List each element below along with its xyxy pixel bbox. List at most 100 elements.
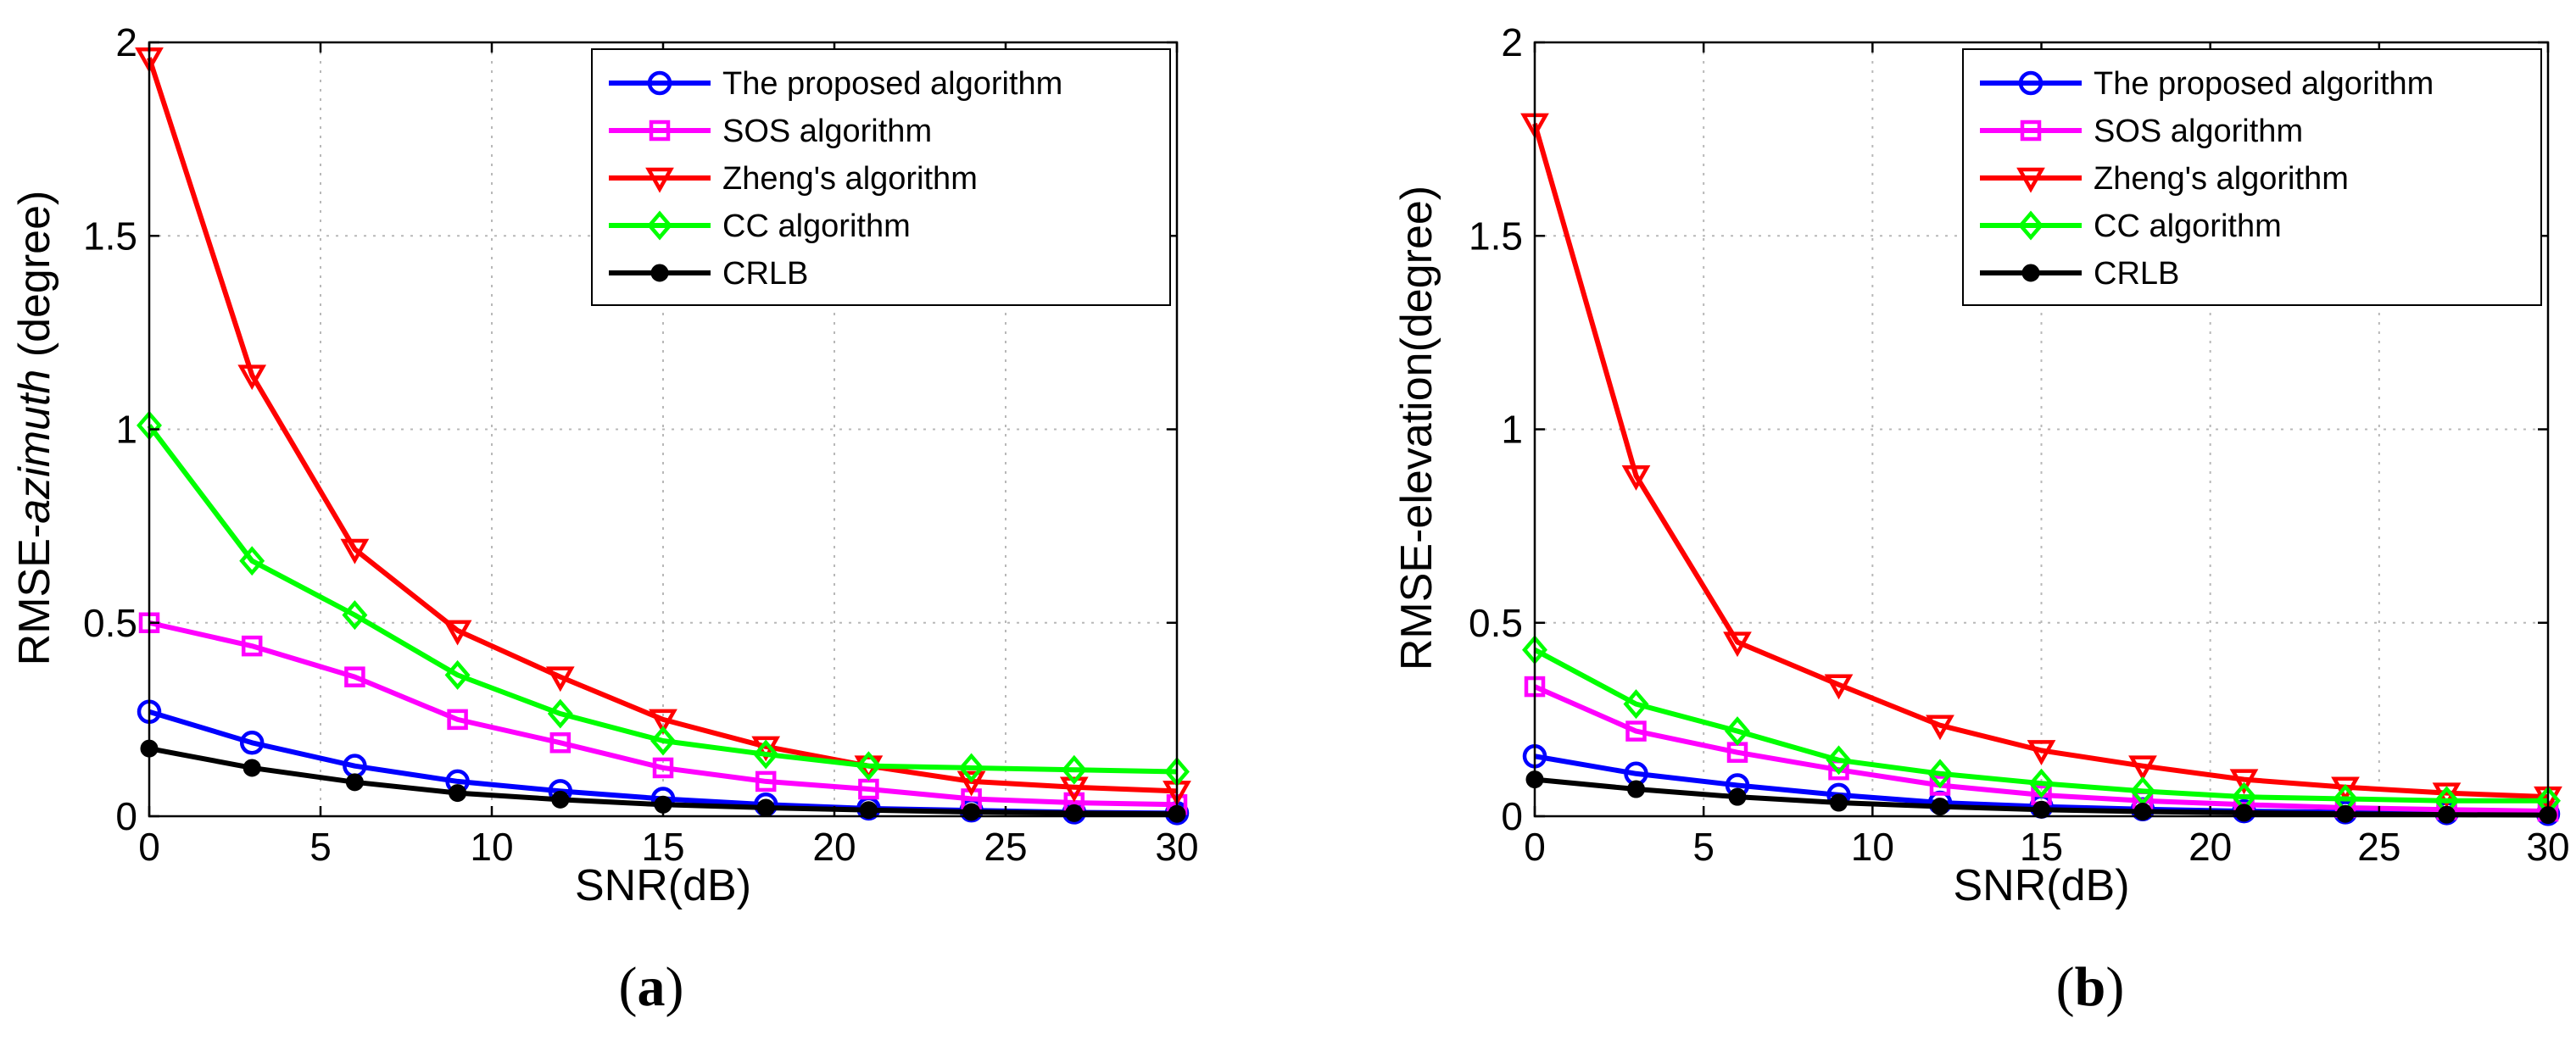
y-axis-label-part: (degree) (10, 191, 59, 370)
legend-swatch-marker (2018, 210, 2044, 241)
y-tick-label: 0 (115, 794, 137, 838)
data-point (1929, 775, 1951, 796)
data-point (1065, 804, 1084, 822)
data-point (241, 635, 263, 657)
legend-entry: SOS algorithm (609, 114, 932, 149)
chart-panel-b: 0 5 10 15 20 25 30 0 0.5 1 1.5 2 SNR(dB) RMSE-elevati… (1392, 20, 2570, 1018)
data-point (962, 803, 981, 821)
panel-caption-part: ) (666, 956, 684, 1018)
data-point (859, 801, 878, 820)
y-tick-label: 2 (1501, 20, 1523, 64)
y-tick-label: 2 (115, 20, 137, 64)
data-point (345, 773, 364, 792)
y-axis-label-part: RMSE- (10, 524, 59, 666)
panel-caption-part: ( (619, 956, 638, 1018)
data-point (2028, 768, 2055, 798)
x-axis-label: SNR(dB) (575, 861, 751, 910)
data-point (753, 739, 779, 770)
legend: The proposed algorithm SOS algorithm Zheng… (591, 48, 1171, 306)
x-tick-label: 20 (812, 825, 856, 869)
x-axis-label: SNR(dB) (1953, 861, 2129, 910)
y-axis-label-part: RMSE-elevation(degree) (1392, 186, 1441, 670)
x-tick-label: 30 (1155, 825, 1198, 869)
series-line (1533, 648, 2548, 804)
data-point (650, 726, 676, 756)
ticks: 0 5 10 15 20 25 30 0 0.5 1 1.5 2 (1469, 20, 2570, 869)
data-point (958, 753, 984, 783)
legend-swatch-marker (649, 120, 671, 142)
data-point (2235, 804, 2253, 822)
data-point (2336, 804, 2355, 823)
data-point (1627, 780, 1645, 798)
legend-entry: CRLB (609, 256, 808, 292)
data-point (856, 751, 882, 781)
data-point (239, 731, 265, 755)
data-point (1061, 754, 1087, 785)
legend-label: The proposed algorithm (722, 66, 1062, 102)
x-tick-label: 25 (984, 825, 1027, 869)
data-point (239, 546, 265, 576)
panel-caption-part: b (2075, 956, 2106, 1018)
data-point (1824, 674, 1854, 700)
legend-swatch-marker (2016, 167, 2045, 193)
legend-entry: CC algorithm (609, 209, 911, 244)
data-point (755, 770, 777, 793)
legend-entry: The proposed algorithm (609, 66, 1062, 102)
y-tick-label: 1 (1501, 408, 1523, 452)
data-point (444, 659, 471, 690)
data-point (2027, 740, 2056, 765)
data-point (2229, 769, 2259, 795)
legend-entry: The proposed algorithm (1980, 66, 2434, 102)
legend-swatch-marker (2021, 264, 2040, 282)
data-point (1059, 776, 1089, 803)
y-axis-label: RMSE-elevation(degree) (1392, 186, 1441, 670)
y-tick-label: 0.5 (83, 601, 137, 645)
legend-swatch-marker (2020, 120, 2042, 142)
data-point (1625, 720, 1647, 742)
y-tick-label: 1.5 (83, 214, 137, 258)
data-point (756, 798, 775, 817)
legend-swatch-marker (647, 70, 672, 96)
data-point (652, 757, 674, 779)
x-tick-label: 5 (1692, 825, 1715, 869)
data-point (1723, 631, 1752, 658)
data-point (1927, 759, 1953, 789)
legend-entry: Zheng's algorithm (609, 161, 978, 197)
legend-swatch-marker (2018, 70, 2044, 96)
y-axis-label-part: azimuth (10, 370, 59, 524)
series-line (1532, 123, 2549, 800)
x-tick-label: 10 (1851, 825, 1894, 869)
legend-label: SOS algorithm (2094, 114, 2303, 149)
data-point (243, 759, 261, 777)
data-point (2438, 805, 2456, 824)
data-point (1623, 689, 1649, 720)
x-tick-label: 10 (470, 825, 513, 869)
grid (1535, 42, 2548, 816)
data-point (649, 709, 677, 735)
x-tick-label: 25 (2357, 825, 2400, 869)
y-tick-label: 0 (1501, 794, 1523, 838)
data-point (1728, 787, 1747, 806)
legend-swatch-marker (647, 210, 672, 241)
legend: The proposed algorithm SOS algorithm Zheng… (1962, 48, 2542, 306)
data-point (443, 620, 472, 646)
legend-swatch-marker (645, 167, 674, 193)
panel-caption-part: ( (2056, 956, 2075, 1018)
data-point (1621, 465, 1651, 491)
data-point (1926, 715, 1954, 741)
ticks: 0 5 10 15 20 25 30 0 0.5 1 1.5 2 (83, 20, 1199, 869)
series-line (147, 57, 1178, 794)
data-point (237, 364, 267, 391)
y-tick-label: 1 (115, 408, 137, 452)
y-tick-label: 1.5 (1469, 214, 1523, 258)
panel-caption-part: a (638, 956, 666, 1018)
series-line (147, 424, 1178, 775)
y-axis-label: RMSE-azimuth (degree) (10, 191, 59, 666)
legend-entry: Zheng's algorithm (1980, 161, 2349, 197)
legend-entry: CRLB (1980, 256, 2179, 292)
panel-caption: (a) (619, 956, 684, 1018)
legend-label: CRLB (722, 256, 808, 292)
series-line (148, 620, 1178, 808)
data-point (447, 709, 468, 731)
